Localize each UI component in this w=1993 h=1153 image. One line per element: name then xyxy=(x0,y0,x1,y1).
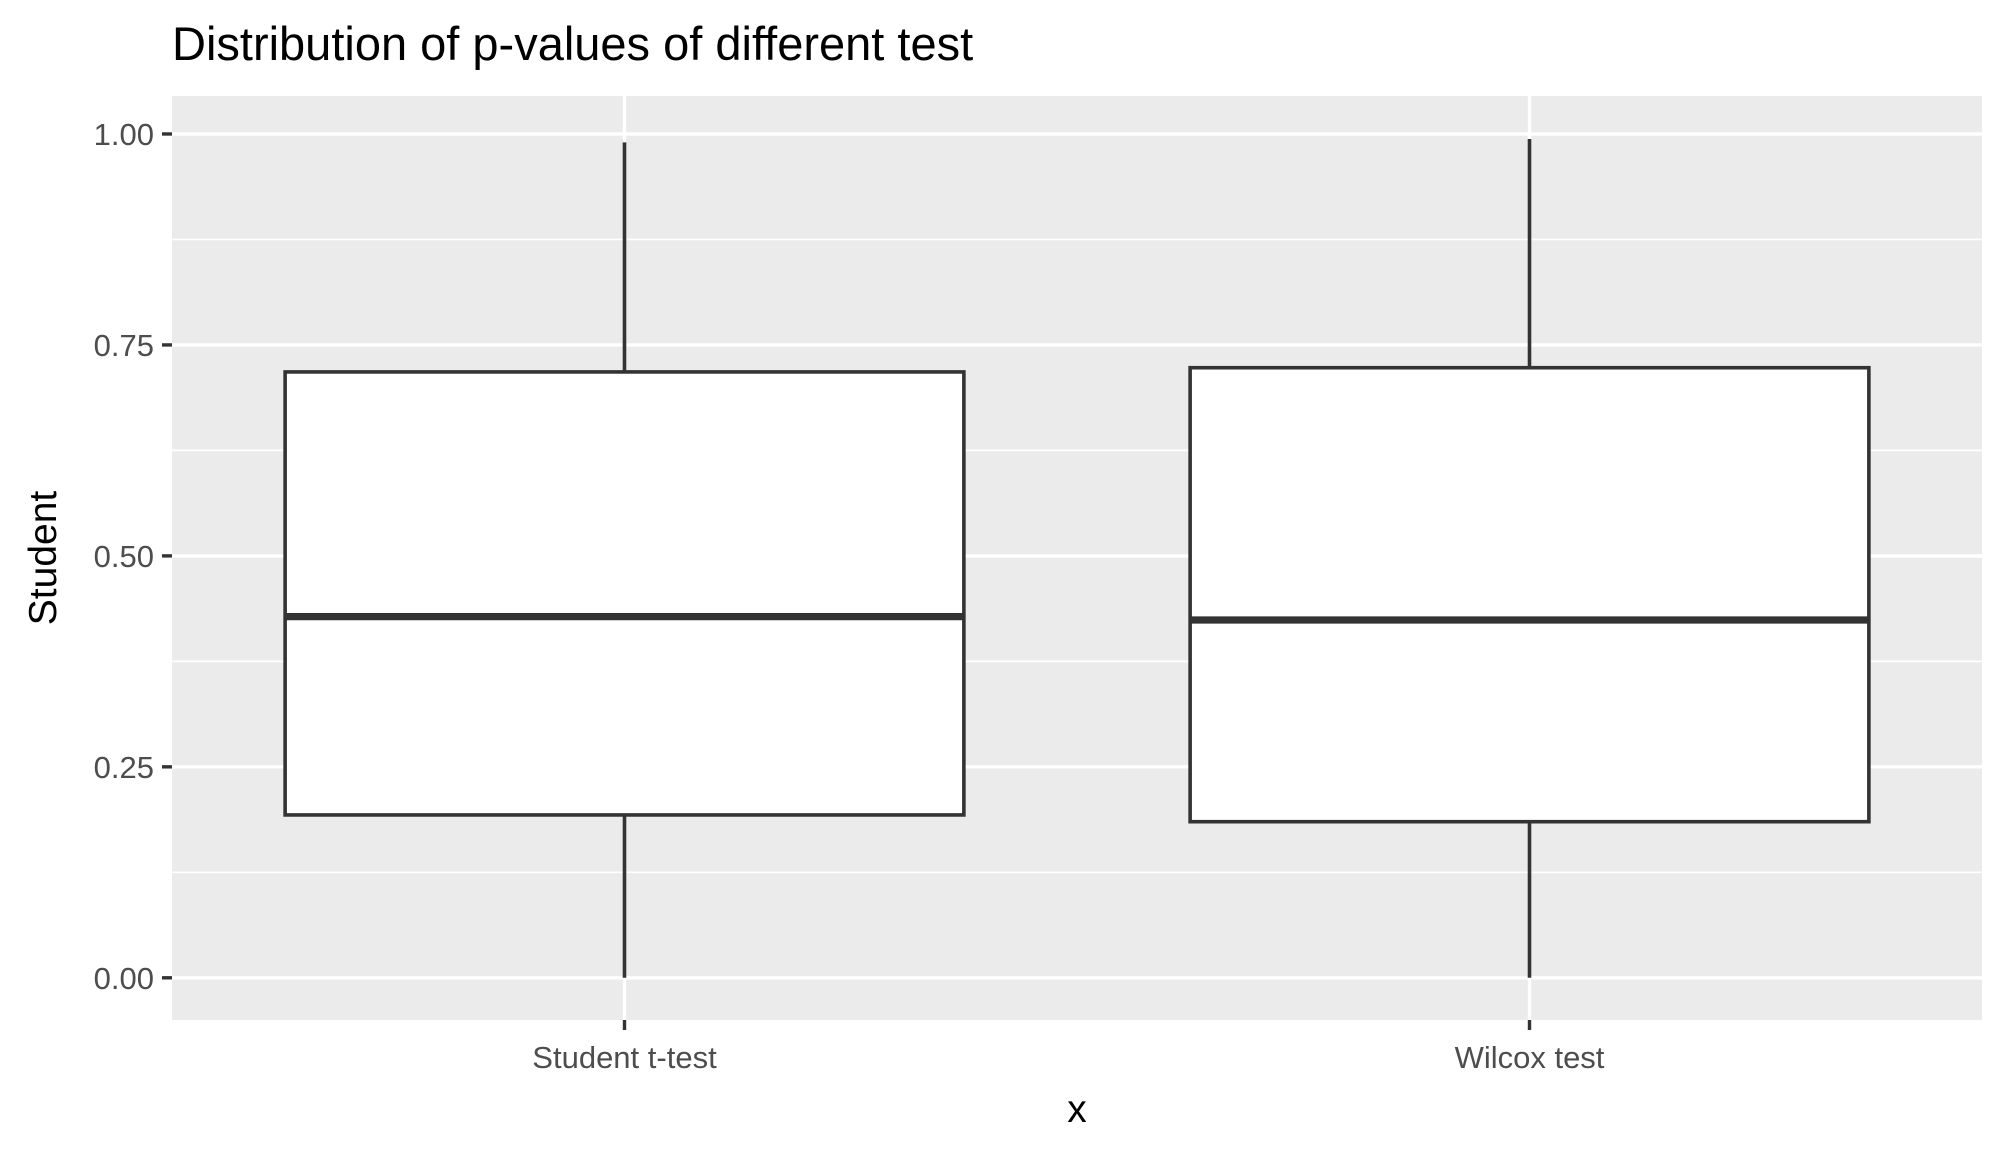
x-axis: Student t-test Wilcox test xyxy=(532,1020,1605,1075)
y-tick-label: 0.50 xyxy=(94,539,154,574)
boxplot-boxes xyxy=(283,139,1871,978)
box-group xyxy=(1188,139,1871,978)
box-body xyxy=(1188,365,1871,824)
x-tick-label: Wilcox test xyxy=(1455,1040,1605,1075)
y-tick-label: 0.00 xyxy=(94,961,154,996)
y-axis: 0.00 0.25 0.50 0.75 1.00 xyxy=(94,117,172,996)
y-tick-label: 1.00 xyxy=(94,117,154,152)
x-axis-title: x xyxy=(1067,1088,1087,1131)
chart-title: Distribution of p-values of different te… xyxy=(172,17,973,70)
box-body xyxy=(283,370,966,817)
x-tick-label: Student t-test xyxy=(532,1040,717,1075)
box-group xyxy=(283,142,966,978)
y-axis-title: Student xyxy=(22,491,65,626)
y-tick-label: 0.75 xyxy=(94,328,154,363)
y-tick-label: 0.25 xyxy=(94,750,154,785)
